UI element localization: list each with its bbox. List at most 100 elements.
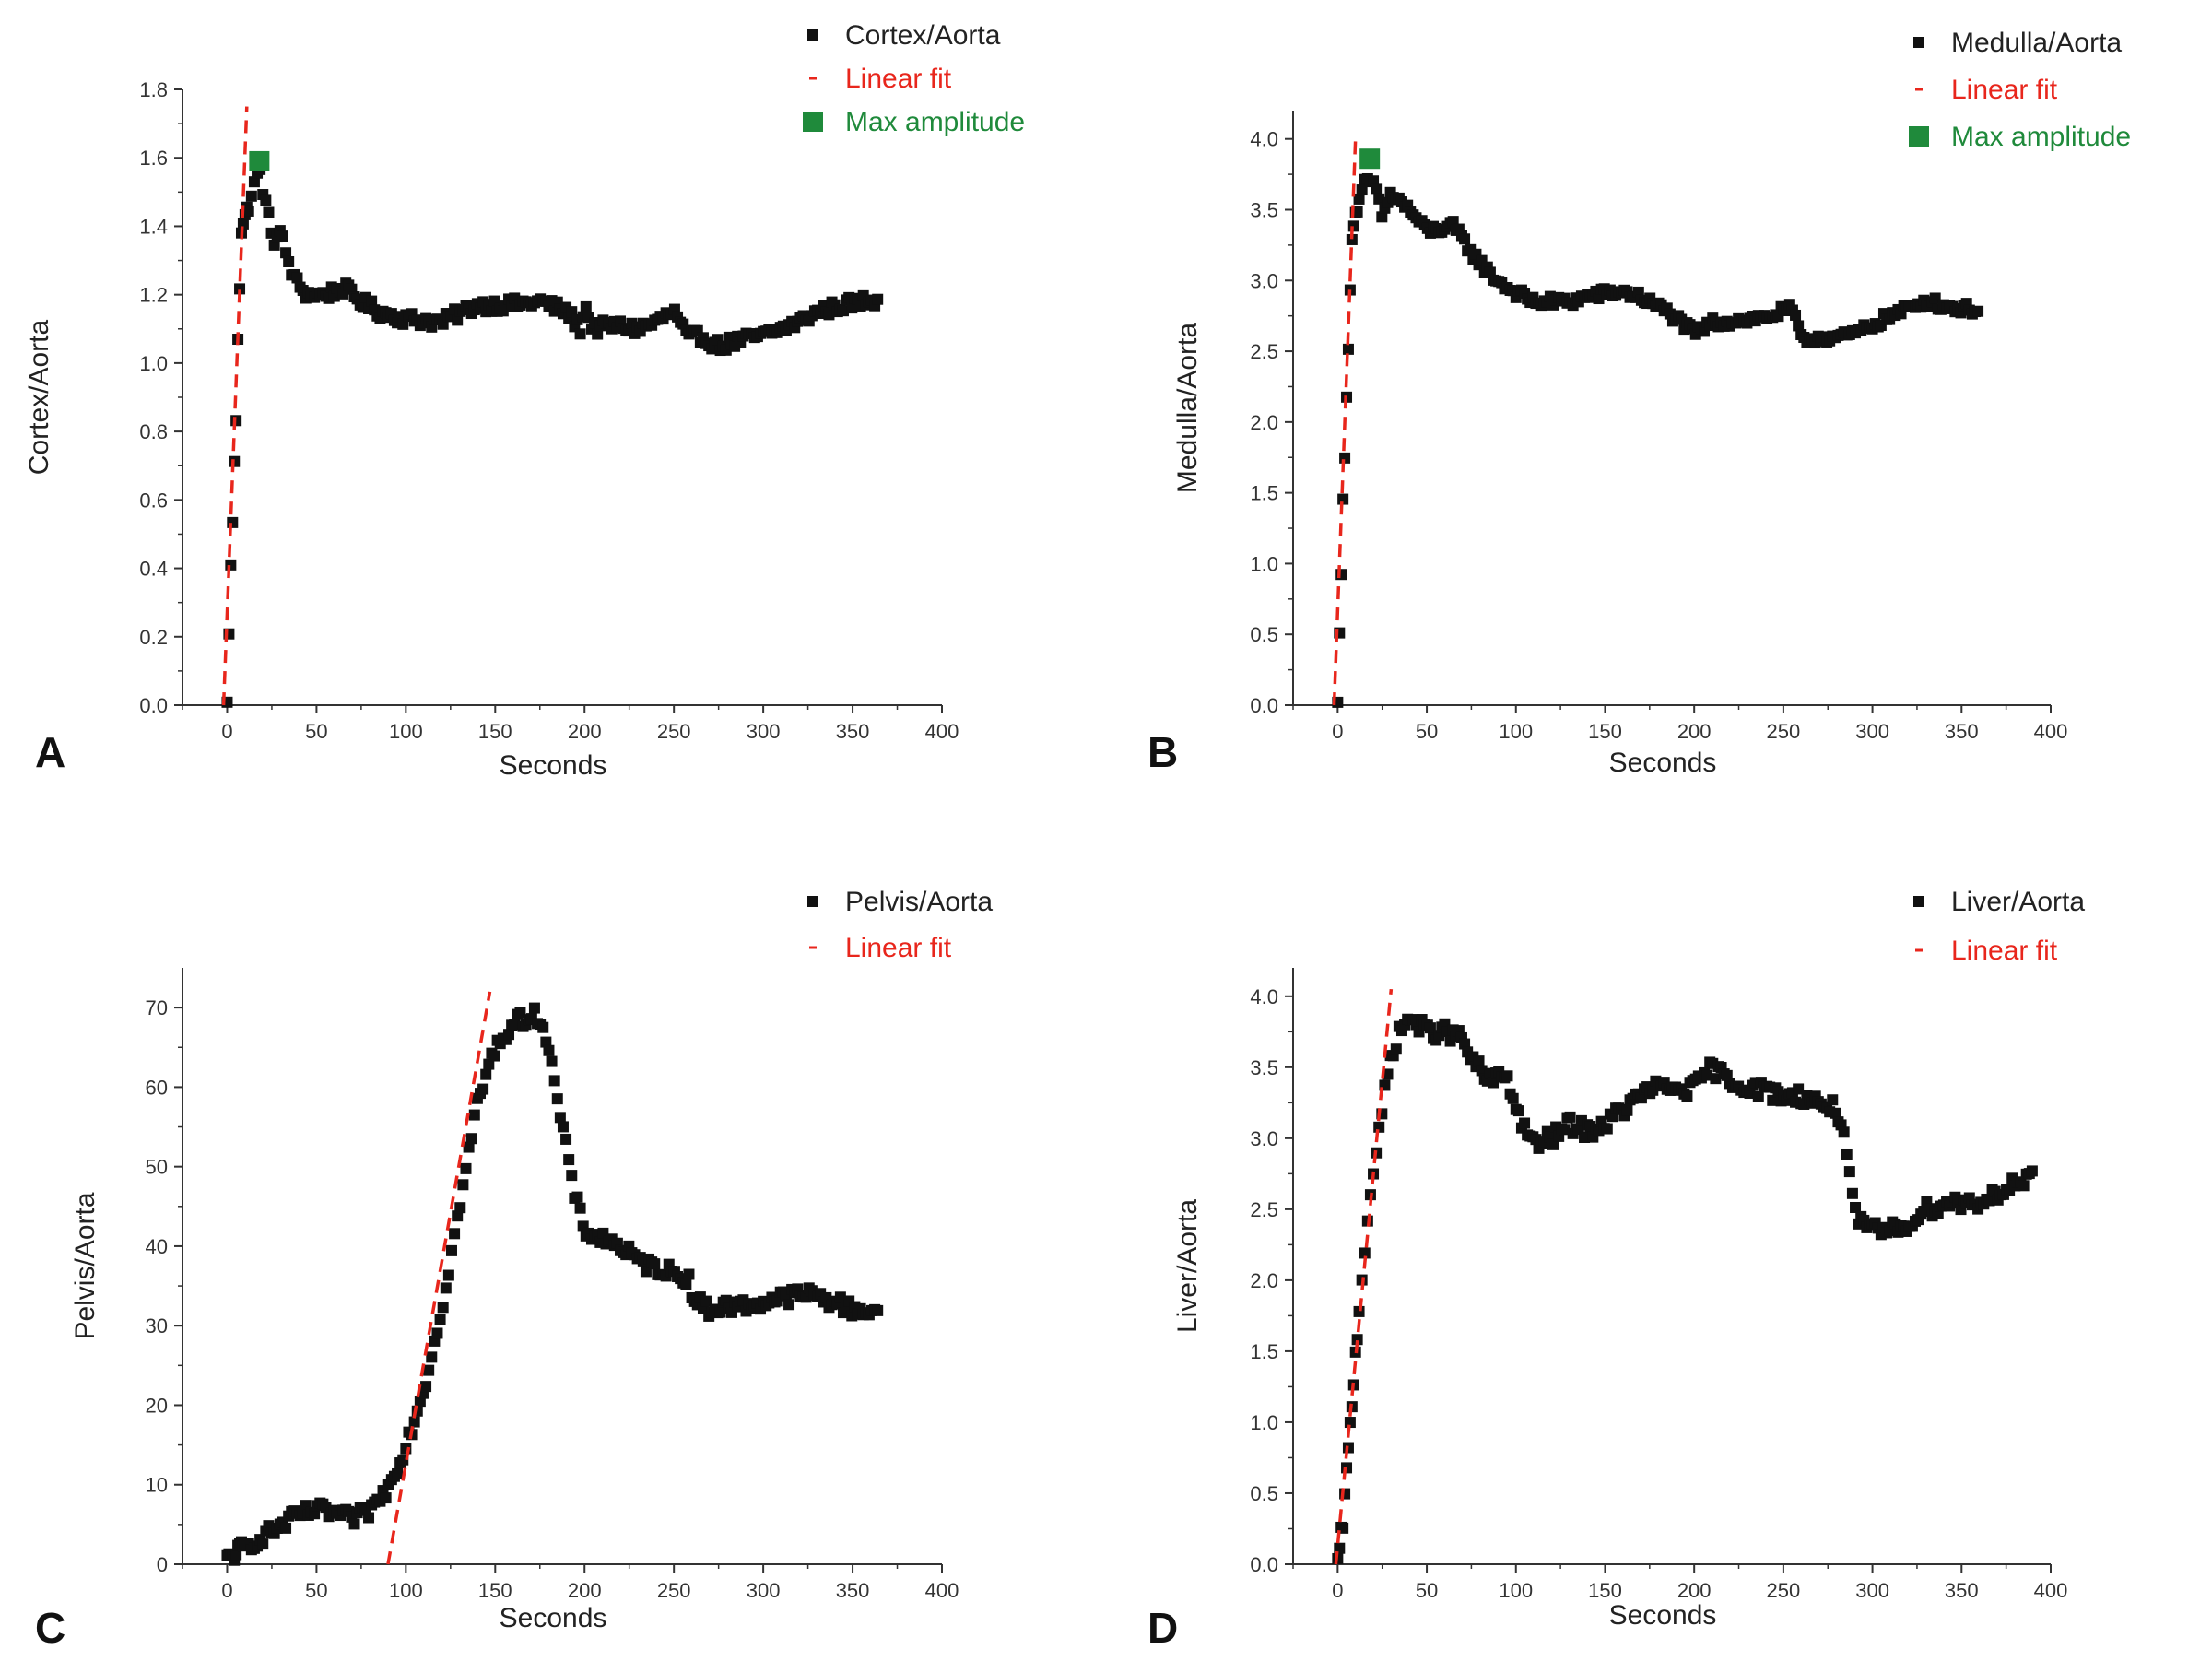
x-tick-label: 50 [1416, 1579, 1438, 1602]
linear-fit-line [1334, 988, 1394, 1565]
data-point [1793, 320, 1805, 332]
y-tick-label: 0.4 [139, 558, 168, 581]
data-point [1827, 1094, 1839, 1106]
x-tick-label: 300 [1855, 1579, 1889, 1602]
data-point [1601, 1123, 1613, 1135]
data-point [1519, 1117, 1531, 1129]
data-point [276, 230, 288, 242]
data-point [1838, 1126, 1850, 1138]
data-point [457, 1179, 469, 1191]
data-point [225, 559, 237, 571]
data-series [1332, 172, 1984, 708]
data-point [771, 1295, 783, 1307]
data-point [248, 176, 260, 188]
legend-label-data: Medulla/Aorta [1951, 28, 2122, 58]
data-point [2018, 1180, 2030, 1192]
x-tick-label: 150 [478, 1579, 512, 1602]
data-point [1512, 1105, 1524, 1117]
data-point [431, 1327, 443, 1339]
data-point [227, 516, 239, 528]
data-point [1424, 1022, 1436, 1034]
data-point [280, 1522, 292, 1534]
data-point [1579, 1131, 1591, 1143]
x-tick-label: 300 [747, 720, 781, 743]
data-point [1353, 193, 1365, 205]
y-tick-label: 1.8 [139, 78, 168, 101]
data-point [1681, 1090, 1693, 1102]
data-point [557, 1121, 569, 1133]
data-point [445, 1244, 457, 1256]
data-point [274, 225, 286, 237]
data-point [580, 300, 592, 312]
data-point [1767, 1094, 1779, 1106]
x-tick-label: 200 [1677, 720, 1712, 743]
y-tick-label: 1.4 [139, 215, 168, 238]
data-point [380, 1492, 392, 1504]
data-point [560, 1133, 572, 1145]
data-point [2026, 1165, 2038, 1177]
y-axis-title: Pelvis/Aorta [70, 1192, 100, 1339]
legend-label-data: Liver/Aorta [1951, 887, 2085, 917]
y-tick-label: 60 [146, 1076, 168, 1099]
data-point [1710, 1073, 1722, 1085]
x-tick-label: 50 [1416, 720, 1438, 743]
data-point [449, 1228, 461, 1240]
data-point [363, 1512, 375, 1524]
x-tick-label: 300 [1855, 720, 1889, 743]
data-point [823, 309, 835, 321]
legend-max-symbol [803, 112, 823, 132]
x-tick-label: 350 [1945, 1579, 1979, 1602]
y-tick-label: 20 [146, 1394, 168, 1417]
linear-fit-line [386, 991, 492, 1565]
data-point [1559, 1124, 1571, 1136]
x-axis-title: Seconds [500, 750, 607, 781]
data-point [1983, 1195, 1995, 1207]
x-tick-label: 350 [1945, 720, 1979, 743]
y-tick-label: 2.5 [1250, 1198, 1278, 1221]
data-point [1390, 1043, 1402, 1055]
x-tick-label: 0 [1332, 720, 1343, 743]
legend-label-data: Pelvis/Aorta [845, 887, 993, 917]
data-point [714, 1306, 726, 1318]
x-tick-label: 200 [1677, 1579, 1712, 1602]
data-point [477, 1083, 489, 1095]
y-tick-label: 50 [146, 1156, 168, 1179]
data-point [1368, 175, 1380, 187]
data-point [283, 255, 295, 267]
x-tick-label: 100 [389, 1579, 423, 1602]
data-point [551, 1093, 563, 1105]
data-point [872, 293, 884, 305]
data-point [1593, 293, 1605, 305]
y-tick-label: 0 [157, 1553, 168, 1576]
legend-label-fit: Linear fit [845, 64, 952, 94]
data-point [546, 1055, 558, 1067]
x-tick-label: 0 [221, 1579, 232, 1602]
legend-label-fit: Linear fit [1951, 936, 2058, 966]
data-point [834, 1291, 846, 1303]
data-point [234, 283, 246, 295]
y-tick-label: 0.2 [139, 626, 168, 649]
data-point [571, 1191, 583, 1203]
data-point [1459, 233, 1471, 245]
x-tick-label: 250 [1767, 720, 1801, 743]
data-point [291, 272, 303, 284]
panel-a: 0 50 100 150 200 250 300 350 400 0.0 0.2 0.4 0.6 0.8 1… [24, 20, 1025, 781]
data-point [1830, 1107, 1841, 1119]
panel-letter: A [35, 728, 65, 776]
data-point [423, 1364, 435, 1376]
data-point [480, 1068, 492, 1080]
x-tick-label: 150 [1588, 720, 1622, 743]
data-point [1507, 1092, 1519, 1104]
legend-max-symbol [1909, 126, 1929, 147]
data-point [1850, 1201, 1862, 1213]
data-point [1342, 343, 1354, 355]
data-point [1621, 1104, 1633, 1116]
y-tick-label: 40 [146, 1235, 168, 1258]
x-tick-label: 350 [836, 1579, 870, 1602]
x-tick-label: 50 [305, 720, 327, 743]
data-point [509, 1019, 521, 1031]
y-tick-label: 0.5 [1250, 1482, 1278, 1505]
data-point [1701, 1069, 1713, 1081]
data-point [574, 1202, 586, 1214]
y-tick-label: 30 [146, 1314, 168, 1337]
